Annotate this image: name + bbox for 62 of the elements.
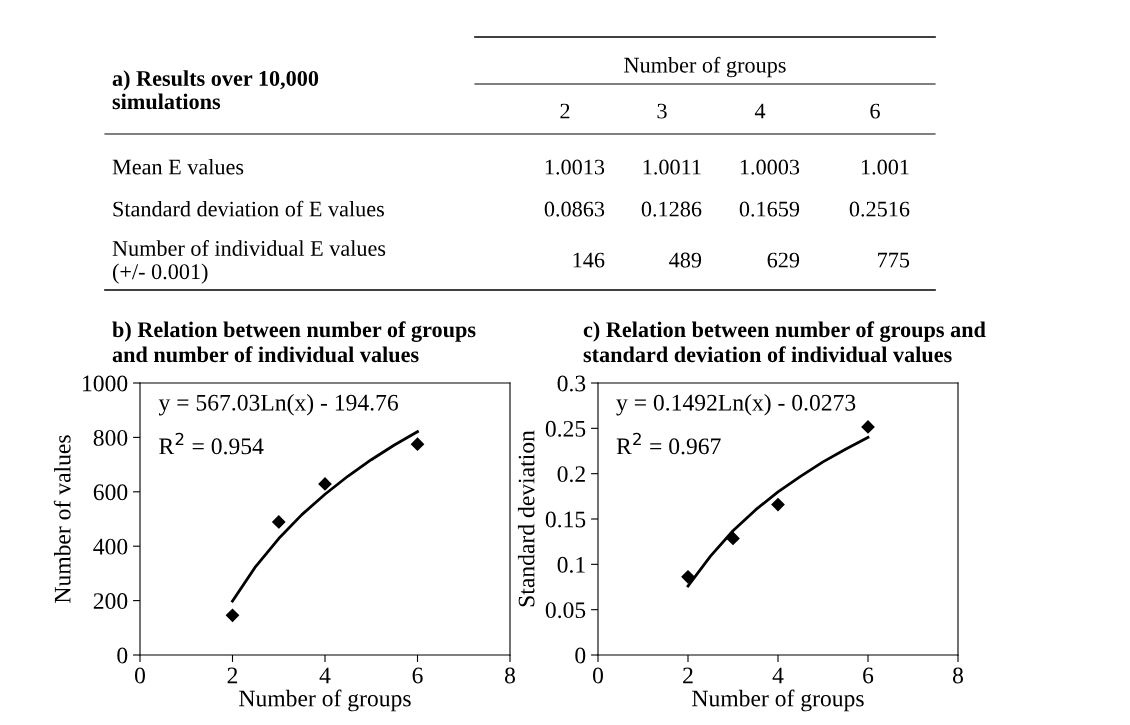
annotation: R$^{2}$ = 0.967	[616, 432, 721, 455]
x-tick-label: 8	[953, 667, 963, 684]
point	[272, 515, 286, 529]
y-tick-label: 0.25	[545, 420, 586, 437]
category-label: 4	[754, 103, 766, 119]
x-tick-label: 6	[863, 667, 874, 684]
annotation: R$^{2}$ = 0.954	[159, 432, 264, 455]
text: 0.1286	[641, 201, 702, 217]
y-axis-title: Standard deviation	[517, 430, 535, 607]
text: Number of groups	[624, 56, 786, 78]
text: 0.2516	[849, 201, 910, 217]
y-tick-label: 800	[93, 429, 128, 446]
point	[318, 477, 332, 491]
text: 1.0011	[643, 159, 701, 175]
category-label: Mean E values	[112, 158, 244, 175]
annotation: y = 567.03Ln(x) - 194.76	[158, 394, 399, 416]
point	[861, 420, 875, 434]
chart-title: c) Relation between number of groups and standard deviation of individual values	[583, 321, 986, 363]
category-label: 3	[657, 103, 667, 119]
point	[410, 437, 425, 451]
text: 1.0013	[545, 159, 605, 175]
text: 0.0863	[544, 201, 605, 217]
y-tick-label: 0.15	[545, 511, 586, 528]
text: 1.0003	[740, 159, 800, 175]
y-tick-label: 0	[117, 647, 128, 664]
point	[726, 531, 740, 545]
x-tick-label: 0	[135, 667, 145, 684]
x-tick-label: 2	[227, 667, 238, 684]
x-tick-label: 0	[593, 667, 603, 684]
text: 629	[767, 252, 800, 268]
text: 146	[573, 252, 605, 268]
y-tick-label: 0.05	[545, 602, 586, 619]
y-tick-label: 0.3	[557, 375, 586, 392]
category-label: Number of individual E values (+/- 0.001)	[112, 240, 386, 284]
category-label: 2	[560, 103, 570, 119]
y-tick-label: 0.2	[557, 466, 585, 483]
y-tick-label: 600	[93, 484, 128, 501]
y-tick-label: 400	[93, 538, 128, 555]
text: 775	[878, 252, 910, 268]
point	[225, 608, 240, 622]
category-label: 6	[870, 103, 880, 119]
point	[771, 497, 785, 512]
y-tick-label: 200	[93, 593, 128, 610]
point	[681, 570, 695, 584]
x-tick-label: 6	[412, 667, 423, 684]
annotation: y = 0.1492Ln(x) - 0.0273	[616, 394, 856, 416]
text: 1.001	[861, 159, 909, 175]
text: 489	[669, 252, 702, 268]
chart-title: b) Relation between number of groups and number of individual values	[112, 321, 476, 363]
x-tick-label: 8	[505, 667, 515, 684]
text: 0.1659	[739, 201, 800, 217]
x-tick-label: 4	[319, 667, 331, 684]
y-tick-label: 0	[575, 647, 586, 664]
text: a) Results over 10,000 simulations	[112, 70, 319, 110]
y-tick-label: 0.1	[557, 556, 585, 573]
x-axis-title: Number of groups	[239, 689, 411, 712]
y-axis-title: Number of values	[53, 435, 71, 603]
category-label: Standard deviation of E values	[113, 200, 384, 217]
y-tick-label: 1000	[83, 375, 128, 392]
x-axis-title: Number of groups	[692, 689, 864, 712]
x-tick-label: 2	[683, 667, 693, 684]
x-tick-label: 4	[772, 667, 784, 684]
